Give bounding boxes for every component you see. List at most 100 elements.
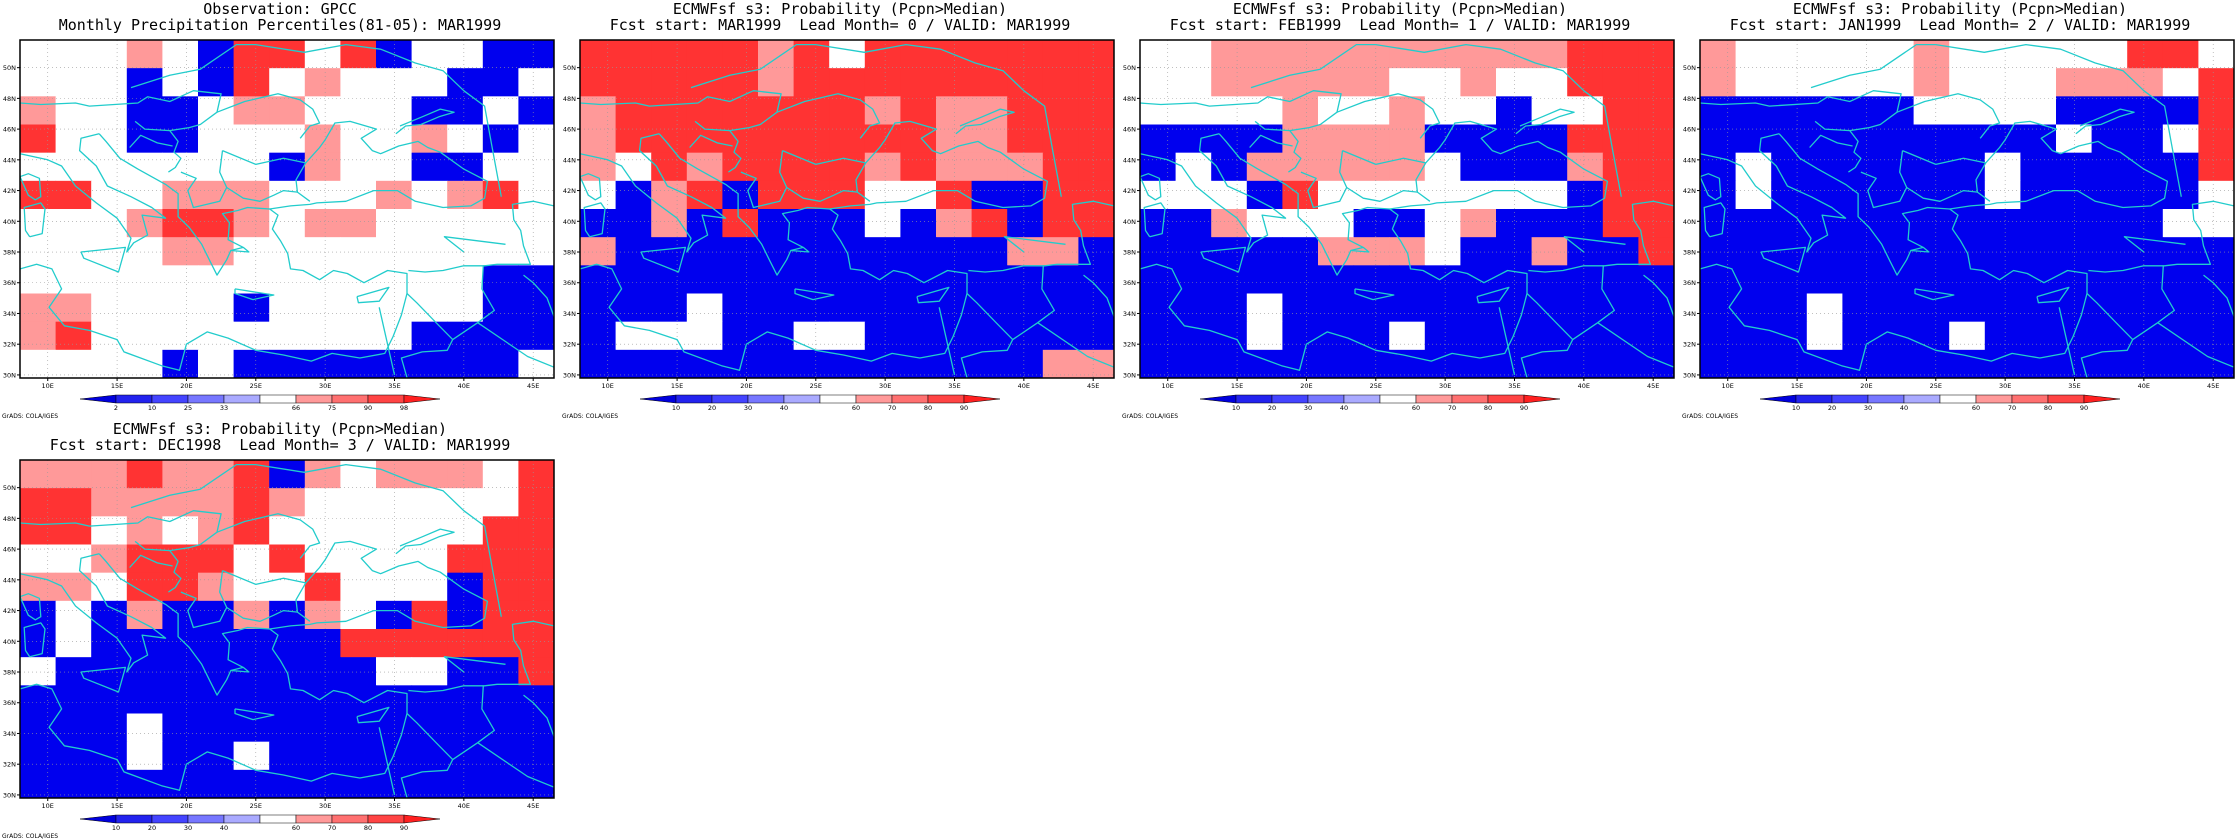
grid-cell <box>162 40 199 69</box>
coastline <box>395 528 455 555</box>
grid-cell <box>269 349 306 378</box>
grid-cell <box>1567 349 1604 378</box>
grid-cell <box>55 769 92 798</box>
grid-cell <box>615 209 652 238</box>
grid-cell <box>304 349 341 378</box>
grid-cell <box>1735 40 1772 69</box>
coastline <box>226 606 298 622</box>
lat-tick-label: 38N <box>563 249 576 257</box>
lat-tick-label: 30N <box>1123 371 1136 379</box>
grid-cell <box>829 124 866 154</box>
grid-cell <box>198 544 235 574</box>
grid-cell <box>1984 293 2021 323</box>
grid-cell <box>1078 321 1114 351</box>
grid-cell <box>233 741 270 771</box>
grid-cell <box>1389 152 1426 182</box>
grid-cell <box>1531 237 1568 266</box>
grid-cell <box>1700 124 1737 154</box>
lat-tick-label: 44N <box>1683 156 1696 164</box>
lat-tick-label: 36N <box>3 279 16 287</box>
panel-observation: Observation: GPCC Monthly Precipitation … <box>0 0 560 420</box>
coastline <box>1572 265 1616 341</box>
panel-title-line1: ECMWFsf s3: Probability (Pcpn>Median) <box>112 420 448 438</box>
coastline <box>2088 200 2234 273</box>
grid-cell <box>1211 349 1248 378</box>
grid-cell <box>2162 40 2199 69</box>
grid-cell <box>233 96 270 125</box>
grid-cell <box>1140 321 1177 351</box>
grid-cell <box>340 600 377 630</box>
grid-cell <box>20 769 57 798</box>
grid-cell <box>20 96 57 125</box>
grid-cell <box>1175 68 1212 97</box>
lat-tick-label: 36N <box>1683 279 1696 287</box>
coastline <box>1350 246 1370 253</box>
grid-cell <box>1806 237 1843 266</box>
grid-cell <box>1496 209 1533 238</box>
coastline <box>477 322 554 368</box>
grid-cell <box>1700 237 1737 266</box>
grid-cell <box>1078 237 1114 266</box>
coastline <box>180 570 228 629</box>
coastline <box>1354 288 1395 301</box>
grid-cell <box>269 516 306 545</box>
grid-cell <box>20 516 57 545</box>
colorbar-label: 2 <box>114 404 118 412</box>
grid-cell <box>233 68 270 97</box>
colorbar-swatch <box>1307 394 1345 404</box>
grid-cell <box>198 68 235 97</box>
grid-cell <box>233 488 270 517</box>
grid-cell <box>1460 152 1497 182</box>
colorbar-label: 60 <box>852 404 860 412</box>
coastline <box>1250 43 1622 197</box>
grid-cell <box>126 600 163 630</box>
grid-cell <box>1246 293 1283 323</box>
grid-cell <box>304 713 341 743</box>
lon-tick-label: 15E <box>1791 382 1803 390</box>
grid-cell <box>376 488 413 517</box>
coastlines <box>1140 43 1674 378</box>
grid-cell <box>233 321 270 351</box>
lat-tick-label: 30N <box>3 791 16 799</box>
grid-cell <box>447 265 484 294</box>
coastline <box>452 265 496 341</box>
grid-cell <box>482 572 519 602</box>
grid-cell <box>198 152 235 182</box>
grid-cell <box>1531 180 1568 210</box>
grid-cell <box>1771 349 1808 378</box>
grid-cell <box>1496 237 1533 266</box>
grid-cell <box>1140 209 1177 238</box>
grid-cell <box>864 124 901 154</box>
lon-tick-label: 45E <box>1087 382 1099 390</box>
grid-cell <box>518 209 554 238</box>
grid-cell <box>340 68 377 97</box>
grid-cell <box>447 600 484 630</box>
grid-cell <box>126 265 163 294</box>
grid-cell <box>1496 68 1533 97</box>
grid-cell <box>1771 209 1808 238</box>
grid-cell <box>482 349 519 378</box>
grid-cell <box>1806 40 1843 69</box>
grid-cell <box>651 293 688 323</box>
grid-cell <box>1700 349 1737 378</box>
lat-tick-label: 48N <box>1683 95 1696 103</box>
grid-cell <box>1949 40 1986 69</box>
grid-cell <box>1878 96 1915 125</box>
grid-cell <box>162 685 199 714</box>
lat-tick-label: 38N <box>3 669 16 677</box>
grid-cell <box>1424 68 1461 97</box>
grid-cell <box>2091 180 2128 210</box>
grid-cell <box>1389 68 1426 97</box>
grid-cell <box>1078 96 1114 125</box>
grid-cell <box>55 629 92 658</box>
lat-tick-label: 36N <box>1123 279 1136 287</box>
grid-cell <box>1638 209 1674 238</box>
lat-tick-label: 46N <box>563 126 576 134</box>
grid-cell <box>1949 124 1986 154</box>
grid-cell <box>2198 68 2234 97</box>
grid-cell <box>1211 40 1248 69</box>
grid-cell <box>162 713 199 743</box>
grid-cells <box>20 40 554 378</box>
colorbar-swatch <box>1831 394 1869 404</box>
grid-cell <box>1806 96 1843 125</box>
